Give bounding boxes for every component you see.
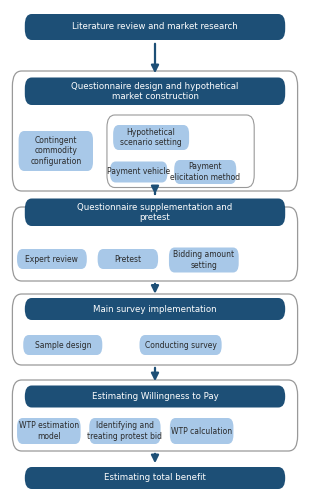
- FancyBboxPatch shape: [19, 131, 93, 171]
- Text: Pretest: Pretest: [114, 254, 141, 264]
- FancyBboxPatch shape: [25, 78, 285, 105]
- FancyBboxPatch shape: [110, 162, 167, 182]
- FancyBboxPatch shape: [12, 71, 298, 191]
- FancyBboxPatch shape: [17, 418, 81, 444]
- Text: Expert review: Expert review: [25, 254, 78, 264]
- Text: Estimating total benefit: Estimating total benefit: [104, 474, 206, 482]
- FancyBboxPatch shape: [174, 160, 236, 184]
- Text: WTP estimation
model: WTP estimation model: [19, 422, 79, 440]
- Text: Literature review and market research: Literature review and market research: [72, 22, 238, 32]
- FancyBboxPatch shape: [25, 298, 285, 320]
- FancyBboxPatch shape: [98, 249, 158, 269]
- Text: Sample design: Sample design: [34, 340, 91, 349]
- FancyBboxPatch shape: [170, 418, 233, 444]
- FancyBboxPatch shape: [113, 125, 189, 150]
- FancyBboxPatch shape: [25, 198, 285, 226]
- FancyBboxPatch shape: [12, 380, 298, 451]
- Text: Payment
elicitation method: Payment elicitation method: [170, 162, 240, 182]
- Text: Hypothetical
scenario setting: Hypothetical scenario setting: [120, 128, 182, 147]
- Text: Questionnaire design and hypothetical
market construction: Questionnaire design and hypothetical ma…: [71, 82, 239, 101]
- FancyBboxPatch shape: [169, 248, 239, 272]
- Text: Contingent
commodity
configuration: Contingent commodity configuration: [30, 136, 82, 166]
- Text: Main survey implementation: Main survey implementation: [93, 304, 217, 314]
- Text: Questionnaire supplementation and
pretest: Questionnaire supplementation and pretes…: [78, 202, 232, 222]
- FancyBboxPatch shape: [25, 467, 285, 489]
- Text: Conducting survey: Conducting survey: [145, 340, 216, 349]
- FancyBboxPatch shape: [25, 14, 285, 40]
- Text: Identifying and
treating protest bid: Identifying and treating protest bid: [87, 422, 162, 440]
- Text: Payment vehicle: Payment vehicle: [107, 168, 170, 176]
- Text: Estimating Willingness to Pay: Estimating Willingness to Pay: [92, 392, 218, 401]
- FancyBboxPatch shape: [89, 418, 161, 444]
- Text: WTP calculation: WTP calculation: [171, 426, 232, 436]
- FancyBboxPatch shape: [12, 207, 298, 281]
- Text: Bidding amount
setting: Bidding amount setting: [173, 250, 234, 270]
- FancyBboxPatch shape: [17, 249, 87, 269]
- FancyBboxPatch shape: [25, 386, 285, 407]
- FancyBboxPatch shape: [12, 294, 298, 365]
- FancyBboxPatch shape: [107, 115, 254, 188]
- FancyBboxPatch shape: [140, 335, 222, 355]
- FancyBboxPatch shape: [23, 335, 102, 355]
